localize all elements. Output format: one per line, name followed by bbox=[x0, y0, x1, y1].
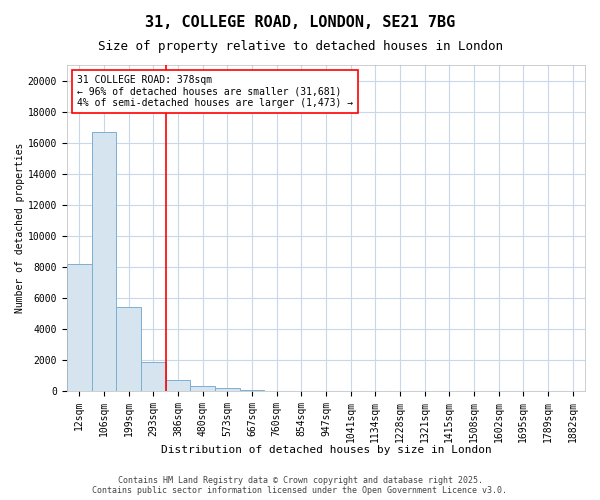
Text: Size of property relative to detached houses in London: Size of property relative to detached ho… bbox=[97, 40, 503, 53]
Bar bbox=[92, 132, 116, 392]
X-axis label: Distribution of detached houses by size in London: Distribution of detached houses by size … bbox=[161, 445, 491, 455]
Bar bbox=[141, 362, 166, 392]
Bar bbox=[190, 386, 215, 392]
Text: Contains HM Land Registry data © Crown copyright and database right 2025.
Contai: Contains HM Land Registry data © Crown c… bbox=[92, 476, 508, 495]
Bar bbox=[116, 308, 141, 392]
Text: 31, COLLEGE ROAD, LONDON, SE21 7BG: 31, COLLEGE ROAD, LONDON, SE21 7BG bbox=[145, 15, 455, 30]
Bar bbox=[264, 390, 289, 392]
Y-axis label: Number of detached properties: Number of detached properties bbox=[15, 143, 25, 314]
Bar bbox=[67, 264, 92, 392]
Text: 31 COLLEGE ROAD: 378sqm
← 96% of detached houses are smaller (31,681)
4% of semi: 31 COLLEGE ROAD: 378sqm ← 96% of detache… bbox=[77, 75, 353, 108]
Bar bbox=[166, 380, 190, 392]
Bar bbox=[239, 390, 264, 392]
Bar bbox=[215, 388, 239, 392]
